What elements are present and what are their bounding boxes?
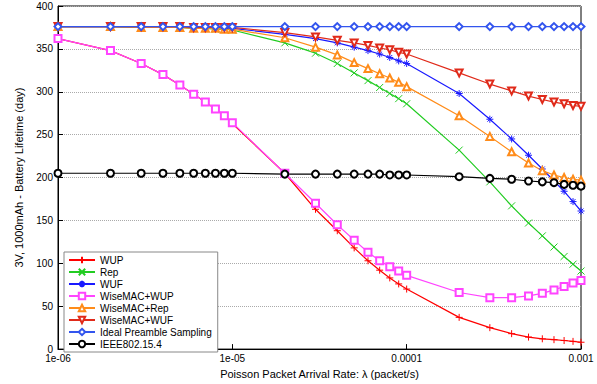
svg-text:WUP: WUP [100,255,124,266]
svg-text:400: 400 [36,1,53,12]
svg-text:1e-05: 1e-05 [220,353,246,364]
svg-text:Poisson Packet Arrival Rate: λ: Poisson Packet Arrival Rate: λ (packet/s… [220,368,419,380]
svg-text:100: 100 [36,258,53,269]
svg-text:0.0001: 0.0001 [391,353,422,364]
svg-text:1e-06: 1e-06 [45,353,71,364]
svg-text:Ideal Preamble Sampling: Ideal Preamble Sampling [100,327,212,338]
svg-text:3V, 1000mAh - Battery Lifetime: 3V, 1000mAh - Battery Lifetime (day) [13,88,25,268]
svg-text:Rep: Rep [100,267,119,278]
svg-text:200: 200 [36,172,53,183]
svg-text:0.001: 0.001 [568,353,593,364]
svg-text:50: 50 [42,301,54,312]
svg-text:0: 0 [47,343,53,355]
svg-text:WiseMAC+WUF: WiseMAC+WUF [100,315,173,326]
svg-text:IEEE802.15.4: IEEE802.15.4 [100,339,162,350]
svg-text:WiseMAC+WUP: WiseMAC+WUP [100,291,174,302]
svg-text:350: 350 [36,43,53,54]
svg-text:150: 150 [36,215,53,226]
svg-text:300: 300 [36,86,53,97]
svg-text:250: 250 [36,129,53,140]
svg-text:WiseMAC+Rep: WiseMAC+Rep [100,303,169,314]
svg-text:WUF: WUF [100,279,123,290]
